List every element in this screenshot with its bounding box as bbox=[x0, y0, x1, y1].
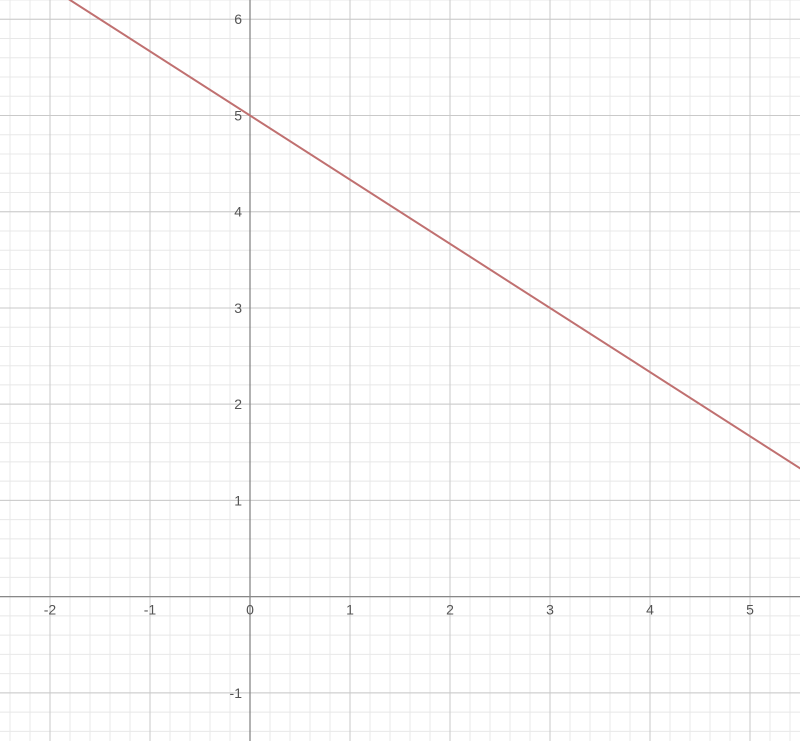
x-tick-label: 0 bbox=[246, 602, 254, 618]
y-tick-label: 4 bbox=[234, 204, 242, 220]
x-tick-label: -1 bbox=[144, 602, 157, 618]
chart-svg: -2 -1 0 1 2 3 4 5 -1 1 2 3 4 5 6 bbox=[0, 0, 800, 741]
y-tick-label: 1 bbox=[234, 492, 242, 508]
y-tick-label: -1 bbox=[230, 685, 243, 701]
x-tick-label: 4 bbox=[646, 602, 654, 618]
y-tick-label: 6 bbox=[234, 11, 242, 27]
x-tick-label: 2 bbox=[446, 602, 454, 618]
y-tick-label: 5 bbox=[234, 107, 242, 123]
y-tick-label: 2 bbox=[234, 396, 242, 412]
x-tick-label: -2 bbox=[44, 602, 57, 618]
line-chart: -2 -1 0 1 2 3 4 5 -1 1 2 3 4 5 6 bbox=[0, 0, 800, 741]
x-tick-label: 3 bbox=[546, 602, 554, 618]
x-tick-label: 5 bbox=[746, 602, 754, 618]
x-tick-label: 1 bbox=[346, 602, 354, 618]
y-tick-label: 3 bbox=[234, 300, 242, 316]
